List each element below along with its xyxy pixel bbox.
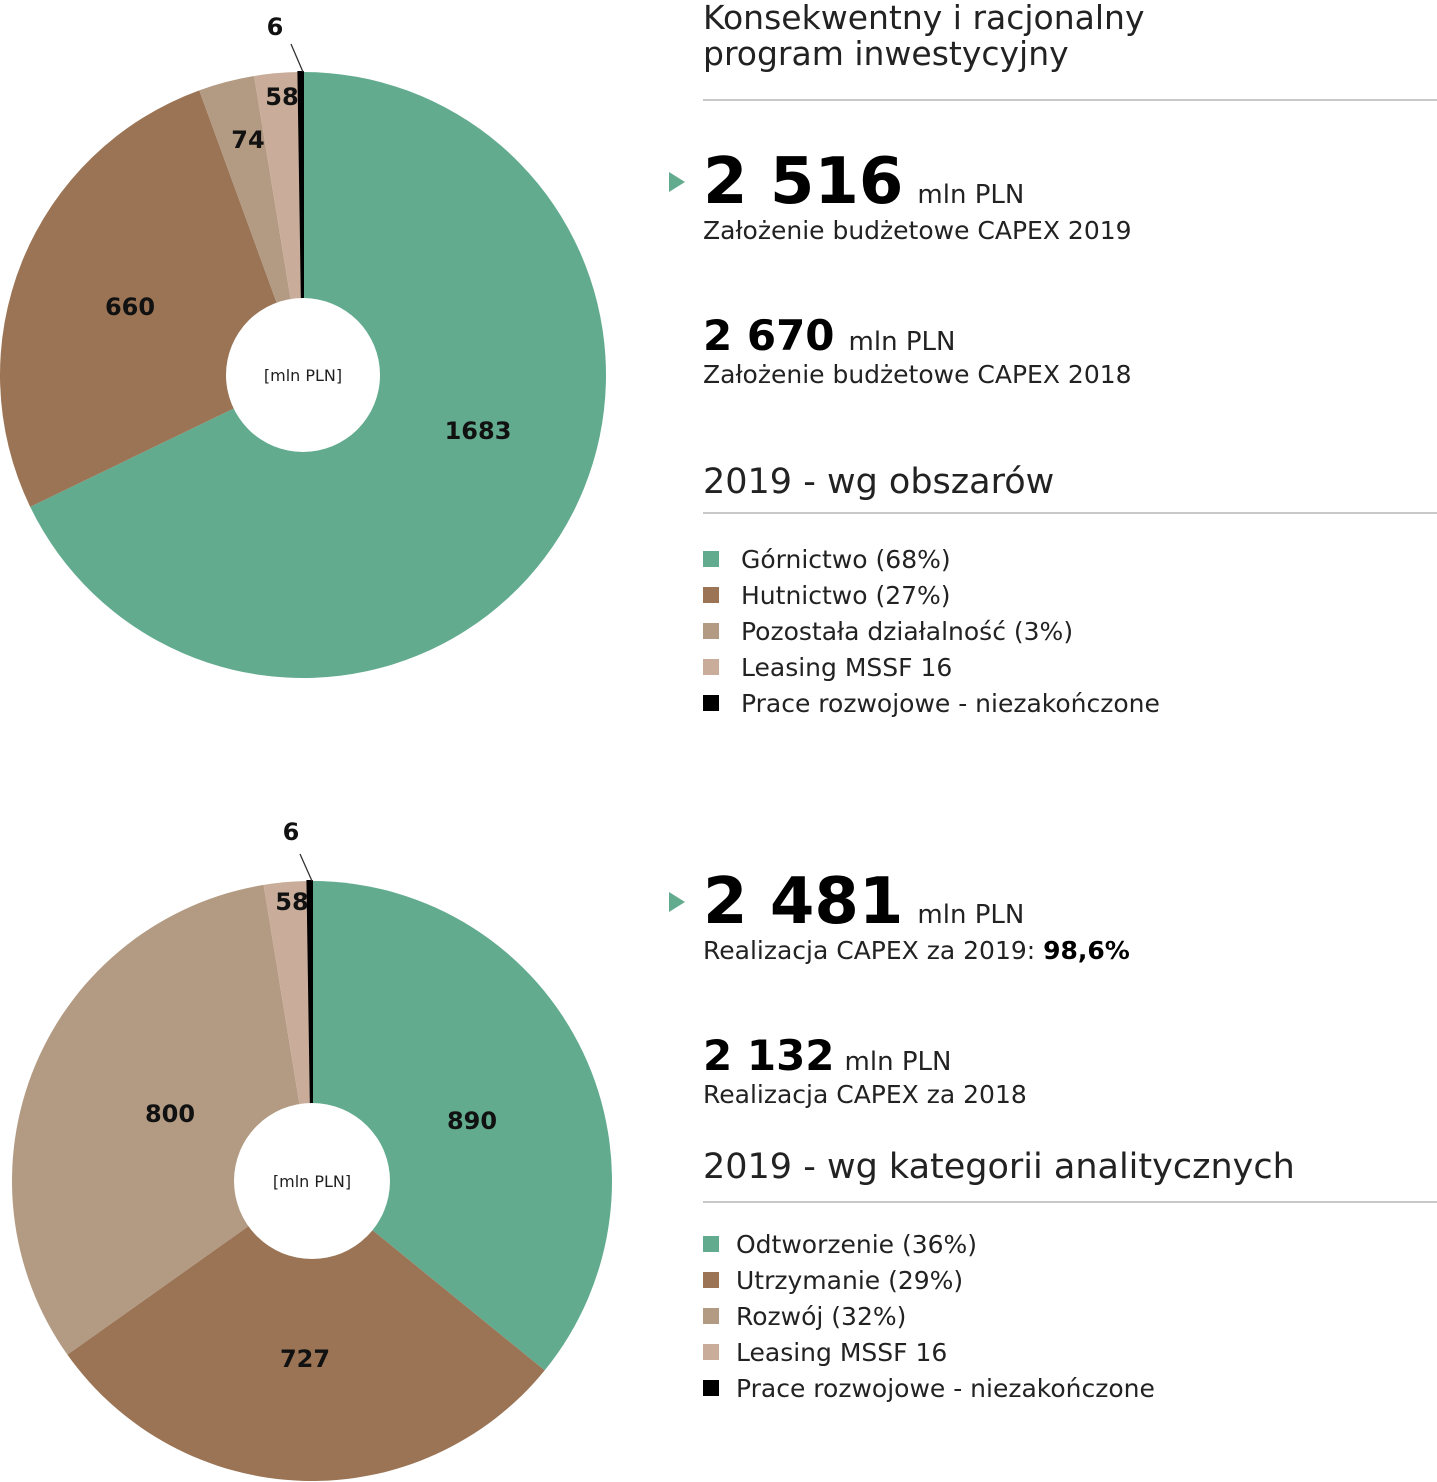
section-title-areas: 2019 - wg obszarów [703,462,1055,502]
legend-swatch [703,1236,719,1252]
data-label-rozwoj: 800 [145,1100,195,1128]
legend-categories: Odtworzenie (36%) Utrzymanie (29%) Rozwó… [703,1226,1155,1406]
divider [703,512,1437,514]
legend-item: Górnictwo (68%) [703,541,1160,577]
data-label-utrzymanie: 727 [280,1345,330,1373]
donut-hole [234,1103,390,1259]
legend-areas: Górnictwo (68%) Hutnictwo (27%) Pozostał… [703,541,1160,721]
legend-swatch [703,695,719,711]
legend-item: Prace rozwojowe - niezakończone [703,685,1160,721]
kpi-capex-2018-realization: 2 132 mln PLN Realizacja CAPEX za 2018 [703,1031,1027,1110]
divider [703,1201,1437,1203]
kpi-value: 2 132 [703,1031,835,1080]
data-label-gornictwo: 1683 [445,417,512,445]
legend-swatch [703,1380,719,1396]
kpi-caption-text: Realizacja CAPEX za 2019: [703,936,1044,965]
callout-line [299,853,313,882]
kpi-caption: Założenie budżetowe CAPEX 2018 [703,360,1132,389]
legend-label: Rozwój (32%) [736,1301,907,1331]
legend-label: Odtworzenie (36%) [736,1229,978,1259]
legend-swatch [703,1344,719,1360]
kpi-capex-2019-budget: 2 516 mln PLN Założenie budżetowe CAPEX 2… [669,150,1132,245]
kpi-value: 2 670 [703,311,835,360]
legend-swatch [703,587,719,603]
data-label-pozostala-dzialalnosc: 74 [231,126,264,154]
kpi-caption: Realizacja CAPEX za 2018 [703,1080,1027,1109]
legend-label: Pozostała działalność (3%) [741,616,1074,646]
donut-chart-categories-svg: [mln PLN] 890 727 800 58 6 [11,818,612,1481]
legend-swatch [703,1272,719,1288]
kpi-caption: Założenie budżetowe CAPEX 2019 [703,216,1132,245]
kpi-unit: mln PLN [848,327,956,357]
triangle-marker-icon [669,172,685,192]
legend-item: Leasing MSSF 16 [703,1334,1155,1370]
donut-chart-areas: [mln PLN] 1683 660 74 58 6 [0,0,640,700]
data-label-odtworzenie: 890 [447,1107,497,1135]
donut-slices [11,879,612,1481]
section-title-categories: 2019 - wg kategorii analitycznych [703,1147,1295,1187]
kpi-value: 2 516 [703,145,904,219]
legend-swatch [703,623,719,639]
slice-utrzymanie [67,1181,545,1481]
legend-item: Prace rozwojowe - niezakończone [703,1370,1155,1406]
center-unit-label: [mln PLN] [273,1172,351,1191]
kpi-caption: Realizacja CAPEX za 2019: 98,6% [703,936,1130,965]
headline-line-2: program inwestycyjny [703,34,1069,73]
legend-swatch [703,659,719,675]
data-label-leasing-mssf-16: 58 [265,83,298,111]
slice-hutnictwo [0,90,303,507]
legend-item: Rozwój (32%) [703,1298,1155,1334]
kpi-caption-percent: 98,6% [1043,936,1130,965]
legend-label: Leasing MSSF 16 [736,1337,948,1367]
kpi-unit: mln PLN [917,180,1025,210]
legend-item: Odtworzenie (36%) [703,1226,1155,1262]
slice-odtworzenie [312,881,612,1371]
triangle-marker-icon [669,892,685,912]
legend-item: Leasing MSSF 16 [703,649,1160,685]
divider [703,99,1437,101]
center-unit-label: [mln PLN] [264,366,342,385]
legend-item: Pozostała działalność (3%) [703,613,1160,649]
legend-swatch [703,551,719,567]
kpi-unit: mln PLN [844,1047,952,1077]
headline-line-1: Konsekwentny i racjonalny [703,0,1145,37]
legend-label: Utrzymanie (29%) [736,1265,964,1295]
slice-pozostala-dzialalnosc [199,75,303,375]
legend-item: Utrzymanie (29%) [703,1262,1155,1298]
kpi-capex-2018-budget: 2 670 mln PLN Założenie budżetowe CAPEX 2… [703,311,1132,390]
kpi-capex-2019-realization: 2 481 mln PLN Realizacja CAPEX za 2019: 9… [669,870,1130,965]
data-label-hutnictwo: 660 [105,293,155,321]
page-headline: Konsekwentny i racjonalny program inwest… [703,0,1403,72]
legend-label: Prace rozwojowe - niezakończone [736,1373,1155,1403]
callout-line [290,43,304,73]
legend-label: Hutnictwo (27%) [741,580,951,610]
data-label-prace-rozwojowe-niezakonczone: 6 [267,13,284,41]
donut-chart-categories: [mln PLN] 890 727 800 58 6 [0,810,640,1482]
legend-item: Hutnictwo (27%) [703,577,1160,613]
legend-label: Prace rozwojowe - niezakończone [741,688,1160,718]
data-label-prace-rozwojowe-niezakonczone: 6 [283,818,300,846]
legend-label: Górnictwo (68%) [741,544,951,574]
legend-swatch [703,1308,719,1324]
slice-rozwoj [11,884,313,1355]
data-label-leasing-mssf-16: 58 [275,888,308,916]
donut-hole [226,298,380,452]
kpi-value: 2 481 [703,865,904,939]
kpi-unit: mln PLN [917,900,1025,930]
legend-label: Leasing MSSF 16 [741,652,953,682]
